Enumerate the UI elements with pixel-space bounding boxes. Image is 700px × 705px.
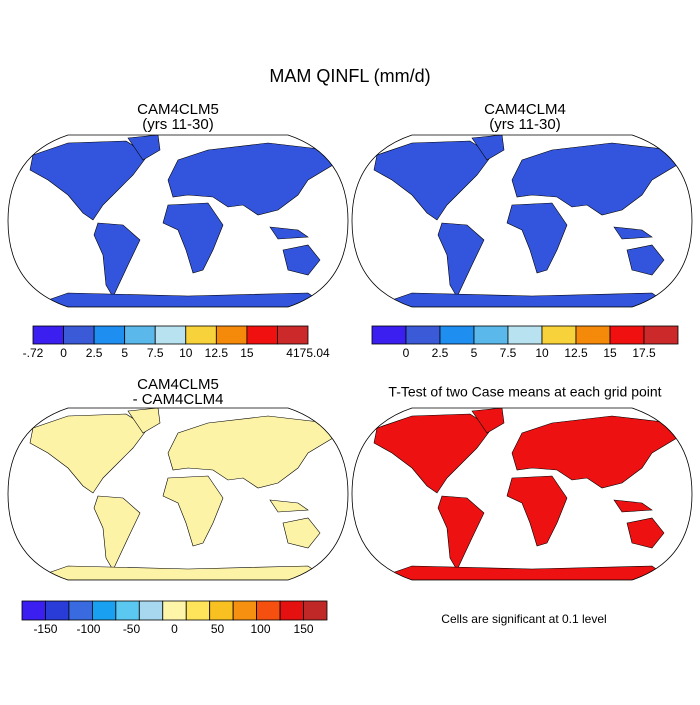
colorbar-label: 2.5 [432,346,449,360]
colorbar-label: -100 [76,622,100,636]
colorbar-box [162,600,187,621]
colorbar-box [405,325,441,345]
colorbar-box [439,325,475,345]
colorbar-label: 5 [471,346,478,360]
panel-title: CAM4CLM5 [137,376,219,393]
colorbar-box [209,600,234,621]
colorbar-box [609,325,645,345]
colorbar-label: 10 [179,346,193,360]
colorbar-label: 0 [403,346,410,360]
colorbar-box [303,600,328,621]
colorbar-label: 17.5 [632,346,656,360]
colorbar-box [124,325,156,345]
footnote: Cells are significant at 0.1 level [441,612,606,626]
colorbar-label: 7.5 [147,346,164,360]
colorbar-box [185,600,211,621]
colorbar-label: 12.5 [564,346,588,360]
colorbar-box [45,600,70,621]
colorbar-box [21,600,46,621]
colorbar-box [279,600,304,621]
colorbar-label: 15 [603,346,617,360]
map-panel [351,407,693,581]
colorbar-label: 7.5 [500,346,517,360]
colorbar-box [32,325,64,345]
colorbar-label: 150 [294,622,314,636]
globe-outline [7,407,349,581]
globe-outline [7,134,349,308]
colorbar-box [371,325,407,345]
colorbar-box [507,325,543,345]
colorbar-label: 15 [240,346,254,360]
colorbar-label: 4175.04 [286,346,330,360]
colorbar-box [541,325,577,345]
figure-title: MAM QINFL (mm/d) [269,66,430,86]
colorbar-box [115,600,140,621]
colorbar-box [63,325,95,345]
colorbar-box [215,325,248,345]
colorbar-label: -150 [33,622,57,636]
colorbar-label: 50 [211,622,225,636]
colorbar-box [277,325,309,345]
colorbar-box [473,325,509,345]
panel-title: (yrs 11-30) [489,116,560,133]
colorbar-box [185,325,217,345]
colorbar-box [91,600,117,621]
colorbar-box [256,600,281,621]
map-panel [351,134,693,308]
colorbar-box [154,325,187,345]
colorbar-label: -50 [123,622,141,636]
panel-title: CAM4CLM5 [137,101,219,118]
panel-title: - CAM4CLM4 [133,391,224,408]
colorbar-label: 0 [171,622,178,636]
map-panel [7,407,349,581]
panel-title: (yrs 11-30) [142,116,213,133]
colorbar-label: 2.5 [86,346,103,360]
colorbar-label: 0 [60,346,67,360]
colorbar-box [93,325,126,345]
globe-outline [351,407,693,581]
colorbar-box [68,600,93,621]
map-panel [7,134,349,308]
colorbar-label: 10 [535,346,549,360]
colorbar-label: -.72 [23,346,44,360]
panel-title: T-Test of two Case means at each grid po… [388,384,661,400]
colorbar-label: 12.5 [205,346,229,360]
colorbar-box [575,325,611,345]
colorbar-box [138,600,164,621]
colorbar-box [246,325,278,345]
globe-outline [351,134,693,308]
colorbar-box [232,600,258,621]
panel-title: CAM4CLM4 [484,101,566,118]
colorbar-box [643,325,679,345]
colorbar-label: 5 [121,346,128,360]
colorbar-label: 100 [251,622,271,636]
